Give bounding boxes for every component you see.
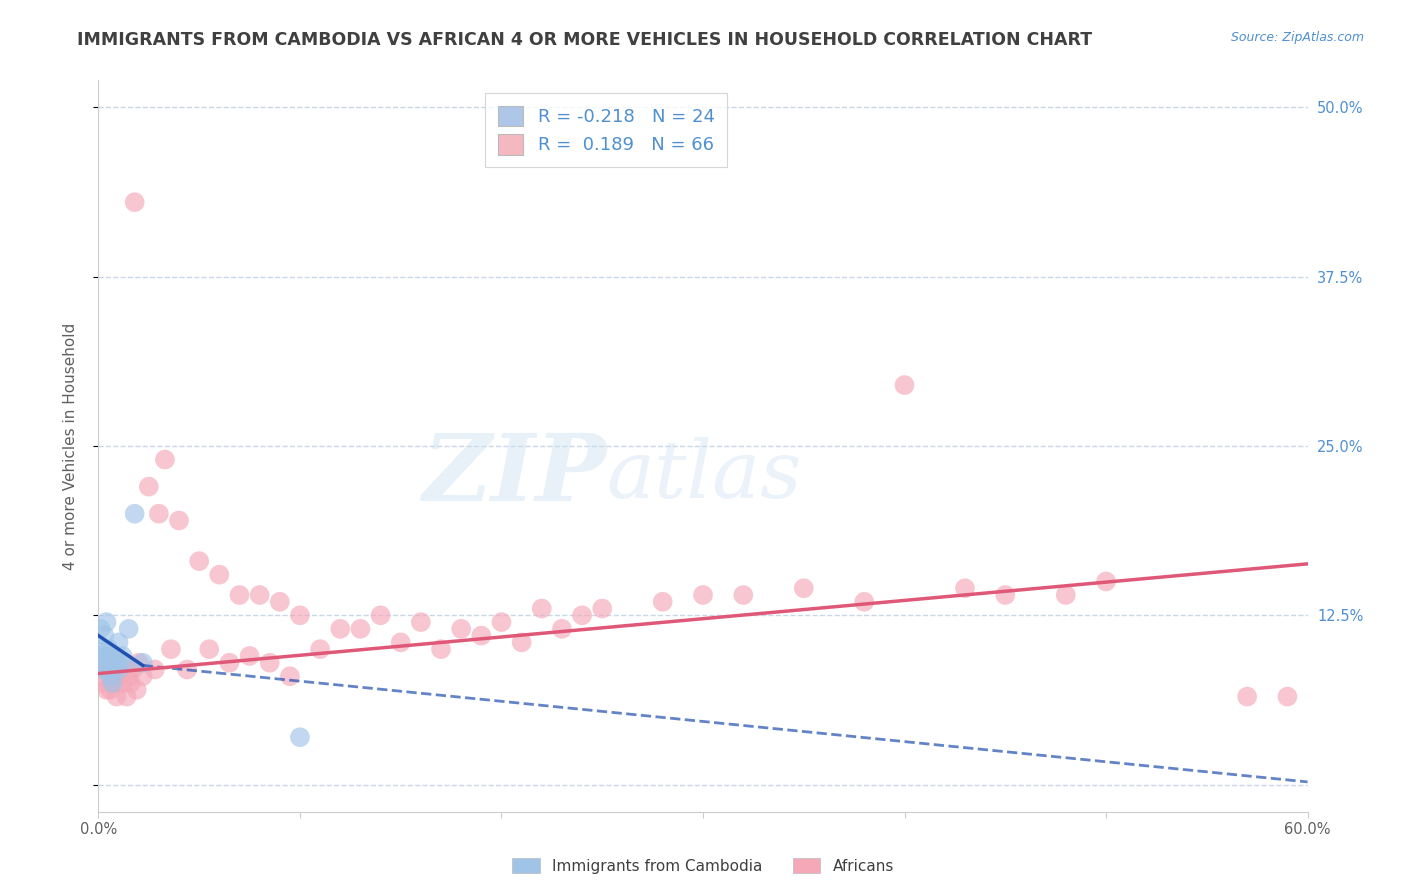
- Point: [101, 656, 124, 670]
- Point: [249, 588, 271, 602]
- Point: [288, 608, 311, 623]
- Point: [143, 663, 166, 677]
- Point: [1095, 574, 1118, 589]
- Point: [160, 642, 183, 657]
- Point: [793, 581, 815, 595]
- Point: [101, 669, 124, 683]
- Point: [470, 629, 492, 643]
- Point: [591, 601, 613, 615]
- Legend: Immigrants from Cambodia, Africans: Immigrants from Cambodia, Africans: [506, 852, 900, 880]
- Point: [853, 595, 876, 609]
- Legend: R = -0.218   N = 24, R =  0.189   N = 66: R = -0.218 N = 24, R = 0.189 N = 66: [485, 93, 727, 167]
- Point: [93, 663, 115, 677]
- Point: [89, 648, 111, 663]
- Point: [148, 507, 170, 521]
- Point: [107, 635, 129, 649]
- Point: [110, 663, 132, 677]
- Point: [288, 730, 311, 744]
- Point: [239, 648, 262, 663]
- Point: [97, 642, 120, 657]
- Point: [101, 676, 124, 690]
- Point: [107, 669, 129, 683]
- Point: [132, 656, 155, 670]
- Point: [91, 656, 114, 670]
- Point: [96, 682, 118, 697]
- Point: [118, 669, 141, 683]
- Point: [450, 622, 472, 636]
- Point: [1236, 690, 1258, 704]
- Point: [97, 663, 120, 677]
- Point: [167, 514, 190, 528]
- Point: [107, 663, 129, 677]
- Point: [278, 669, 301, 683]
- Point: [91, 642, 114, 657]
- Point: [124, 507, 146, 521]
- Text: Source: ZipAtlas.com: Source: ZipAtlas.com: [1230, 31, 1364, 45]
- Text: atlas: atlas: [606, 436, 801, 514]
- Point: [91, 676, 114, 690]
- Point: [103, 676, 125, 690]
- Point: [733, 588, 755, 602]
- Point: [89, 622, 111, 636]
- Point: [228, 588, 250, 602]
- Point: [138, 480, 160, 494]
- Point: [551, 622, 574, 636]
- Point: [269, 595, 291, 609]
- Point: [128, 656, 150, 670]
- Point: [114, 656, 136, 670]
- Point: [530, 601, 553, 615]
- Point: [188, 554, 211, 568]
- Point: [124, 195, 146, 210]
- Point: [100, 682, 122, 697]
- Point: [132, 669, 155, 683]
- Point: [153, 452, 176, 467]
- Point: [1277, 690, 1299, 704]
- Point: [218, 656, 240, 670]
- Point: [100, 669, 122, 683]
- Point: [370, 608, 392, 623]
- Point: [893, 378, 915, 392]
- Point: [994, 588, 1017, 602]
- Point: [97, 663, 120, 677]
- Point: [208, 567, 231, 582]
- Point: [93, 629, 115, 643]
- Point: [118, 622, 141, 636]
- Point: [491, 615, 513, 629]
- Point: [651, 595, 673, 609]
- Point: [121, 663, 143, 677]
- Point: [176, 663, 198, 677]
- Point: [510, 635, 533, 649]
- Text: ZIP: ZIP: [422, 430, 606, 520]
- Y-axis label: 4 or more Vehicles in Household: 4 or more Vehicles in Household: [63, 322, 77, 570]
- Point: [1054, 588, 1077, 602]
- Point: [96, 615, 118, 629]
- Point: [105, 690, 128, 704]
- Point: [105, 656, 128, 670]
- Point: [409, 615, 432, 629]
- Point: [953, 581, 976, 595]
- Point: [430, 642, 453, 657]
- Point: [125, 682, 148, 697]
- Point: [329, 622, 352, 636]
- Point: [114, 656, 136, 670]
- Point: [349, 622, 371, 636]
- Point: [111, 648, 134, 663]
- Point: [111, 676, 134, 690]
- Point: [309, 642, 332, 657]
- Point: [571, 608, 593, 623]
- Point: [259, 656, 281, 670]
- Point: [120, 676, 142, 690]
- Point: [692, 588, 714, 602]
- Point: [115, 690, 138, 704]
- Point: [89, 669, 111, 683]
- Point: [103, 648, 125, 663]
- Point: [96, 648, 118, 663]
- Point: [100, 648, 122, 663]
- Text: IMMIGRANTS FROM CAMBODIA VS AFRICAN 4 OR MORE VEHICLES IN HOUSEHOLD CORRELATION : IMMIGRANTS FROM CAMBODIA VS AFRICAN 4 OR…: [77, 31, 1092, 49]
- Point: [389, 635, 412, 649]
- Point: [198, 642, 221, 657]
- Point: [93, 656, 115, 670]
